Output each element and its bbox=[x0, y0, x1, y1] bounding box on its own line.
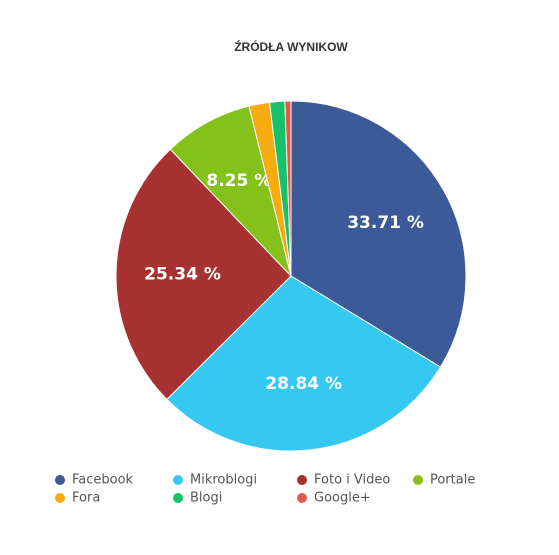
pie-slice bbox=[169, 105, 292, 278]
legend-label: Portale bbox=[430, 473, 475, 488]
legend-swatch bbox=[173, 493, 183, 503]
pie-slice bbox=[284, 100, 292, 277]
legend-label: Mikroblogi bbox=[190, 473, 257, 488]
legend-swatch bbox=[297, 475, 307, 485]
pie-slice bbox=[290, 100, 467, 368]
legend-label: Facebook bbox=[72, 473, 134, 488]
legend-label: Fora bbox=[72, 491, 100, 506]
legend-swatch bbox=[297, 493, 307, 503]
data-label: 25.34 % bbox=[144, 265, 221, 285]
legend-label: Foto i Video bbox=[314, 473, 390, 488]
legend-swatch bbox=[55, 493, 65, 503]
legend-label: Blogi bbox=[190, 491, 222, 506]
legend-label: Google+ bbox=[314, 491, 371, 506]
data-label: 33.71 % bbox=[347, 213, 424, 233]
chart-title: ŹRÓDŁA WYNIKOW bbox=[234, 39, 348, 54]
legend-swatch bbox=[413, 475, 423, 485]
pie-slice bbox=[115, 148, 292, 401]
data-label: 8.25 % bbox=[206, 171, 271, 191]
pie-slice bbox=[166, 275, 442, 452]
legend-swatch bbox=[173, 475, 183, 485]
legend-swatch bbox=[55, 475, 65, 485]
data-label: 28.84 % bbox=[265, 374, 342, 394]
